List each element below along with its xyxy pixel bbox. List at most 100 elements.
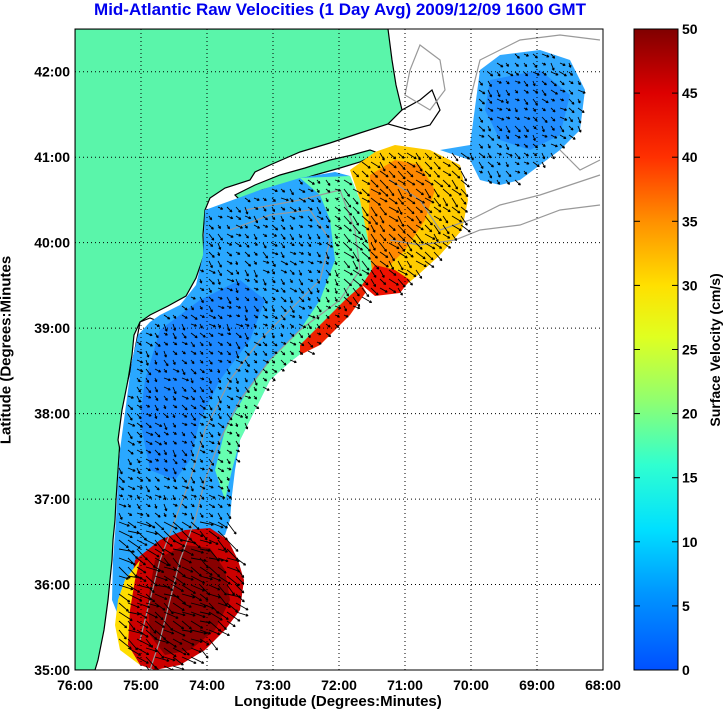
velocity-arrow xyxy=(154,665,160,670)
x-tick-label: 73:00 xyxy=(255,677,291,693)
velocity-arrow xyxy=(172,638,183,645)
velocity-arrow xyxy=(118,512,123,520)
velocity-arrow xyxy=(226,206,233,213)
velocity-arrow xyxy=(127,431,133,440)
velocity-arrow xyxy=(154,647,165,659)
velocity-arrow xyxy=(415,170,426,176)
velocity-arrow xyxy=(298,242,304,247)
velocity-arrow xyxy=(217,431,221,437)
velocity-arrow xyxy=(280,359,287,366)
velocity-arrow xyxy=(154,341,161,347)
velocity-arrow xyxy=(190,629,207,635)
velocity-arrow xyxy=(298,350,304,356)
velocity-arrow xyxy=(235,260,239,266)
velocity-arrow xyxy=(307,206,313,211)
velocity-arrow xyxy=(127,458,132,466)
velocity-arrow xyxy=(388,152,397,160)
velocity-arrow xyxy=(541,89,547,97)
velocity-arrow xyxy=(523,116,531,120)
velocity-arrow xyxy=(154,467,160,471)
velocity-arrow xyxy=(487,71,494,77)
velocity-arrow xyxy=(442,179,451,188)
velocity-arrow xyxy=(352,251,360,263)
velocity-arrow xyxy=(172,611,186,617)
velocity-arrow xyxy=(127,539,141,549)
velocity-arrow xyxy=(559,134,567,139)
velocity-arrow xyxy=(226,314,232,318)
velocity-arrow xyxy=(226,440,231,446)
velocity-arrow xyxy=(532,98,538,106)
velocity-arrow xyxy=(190,458,197,463)
velocity-arrow xyxy=(253,341,262,347)
velocity-arrow xyxy=(163,512,167,518)
velocity-arrow xyxy=(244,359,250,368)
velocity-arrow xyxy=(280,287,286,293)
velocity-arrow xyxy=(199,395,205,404)
velocity-arrow xyxy=(523,107,528,111)
velocity-arrow xyxy=(577,98,581,104)
velocity-arrow xyxy=(577,107,585,114)
velocity-arrow xyxy=(262,341,268,347)
velocity-arrow xyxy=(316,224,322,229)
colorbar-label: Surface Velocity (cm/s) xyxy=(707,273,723,427)
velocity-arrow xyxy=(253,278,258,284)
velocity-arrow xyxy=(325,251,330,260)
velocity-arrow xyxy=(145,638,154,648)
velocity-arrow xyxy=(406,233,416,243)
velocity-arrow xyxy=(262,269,270,274)
velocity-arrow xyxy=(559,98,565,102)
velocity-arrow xyxy=(442,161,451,167)
velocity-arrow xyxy=(523,80,529,87)
velocity-arrow xyxy=(208,575,222,582)
velocity-arrow xyxy=(226,368,231,375)
velocity-arrow xyxy=(307,287,313,295)
colorbar-tick-label: 30 xyxy=(682,277,698,293)
velocity-arrow xyxy=(532,134,536,142)
velocity-arrow xyxy=(424,215,433,226)
velocity-arrow xyxy=(163,332,168,336)
velocity-arrow xyxy=(496,116,505,121)
velocity-arrow xyxy=(289,341,297,346)
velocity-arrow xyxy=(163,566,177,572)
velocity-arrow xyxy=(181,431,186,437)
velocity-hatteras-core xyxy=(148,545,230,655)
velocity-arrow xyxy=(181,485,189,490)
velocity-arrow xyxy=(388,161,397,169)
velocity-arrow xyxy=(181,620,192,630)
velocity-arrow xyxy=(217,341,224,346)
velocity-arrow xyxy=(118,611,133,622)
velocity-arrow xyxy=(217,575,231,585)
velocity-arrow xyxy=(496,125,503,132)
velocity-arrow xyxy=(361,242,371,252)
velocity-arrow xyxy=(568,107,575,114)
velocity-arrow xyxy=(550,53,556,59)
velocity-arrow xyxy=(388,206,400,213)
velocity-arrow xyxy=(253,323,257,329)
velocity-arrow xyxy=(541,152,546,160)
velocity-arrow xyxy=(199,539,212,545)
velocity-arrow xyxy=(154,359,158,365)
velocity-arrow xyxy=(469,152,474,161)
velocity-arrow xyxy=(361,188,370,197)
velocity-arrow xyxy=(217,494,226,499)
velocity-arrow xyxy=(271,305,275,313)
velocity-arrow xyxy=(460,170,467,182)
velocity-arrow xyxy=(451,206,461,214)
colorbar-tick-label: 45 xyxy=(682,85,698,101)
velocity-arrow xyxy=(154,377,158,383)
velocity-arrow xyxy=(226,620,236,628)
velocity-arrow xyxy=(334,305,342,310)
velocity-arrow xyxy=(235,341,241,350)
velocity-arrow xyxy=(451,188,462,196)
velocity-arrow xyxy=(568,125,574,131)
velocity-arrow xyxy=(190,413,196,421)
velocity-arrow xyxy=(172,386,177,395)
velocity-arrow xyxy=(154,656,170,662)
velocity-arrow xyxy=(262,242,267,249)
velocity-arrow xyxy=(199,485,206,490)
velocity-arrow xyxy=(550,71,559,76)
x-tick-label: 72:00 xyxy=(321,677,357,693)
velocity-arrow xyxy=(424,197,435,204)
velocity-arrow xyxy=(154,368,162,373)
velocity-arrow xyxy=(505,98,509,104)
